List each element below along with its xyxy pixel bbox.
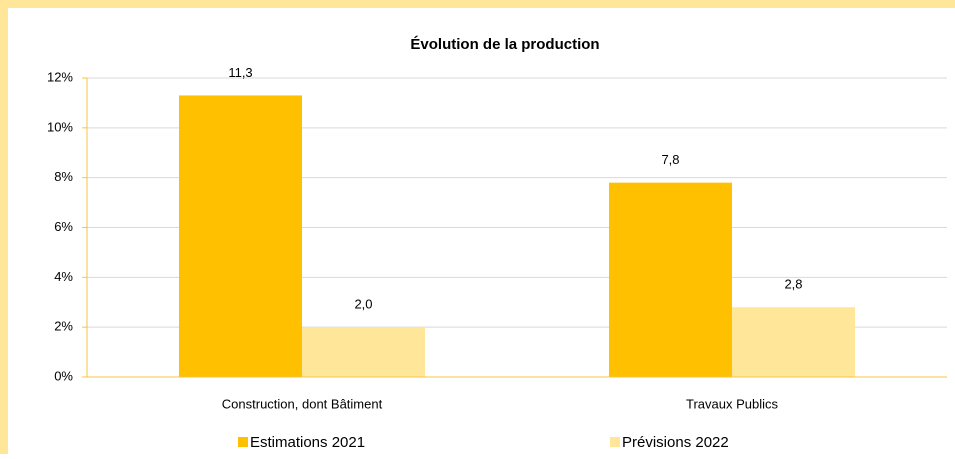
- legend-swatch: [238, 437, 248, 447]
- legend-swatch: [610, 437, 620, 447]
- legend-label: Estimations 2021: [250, 434, 365, 451]
- value-label: 2,0: [354, 297, 372, 312]
- value-label: 2,8: [784, 277, 802, 292]
- bar: [179, 95, 302, 378]
- y-tick-label: 12%: [47, 69, 73, 84]
- y-tick-label: 2%: [54, 319, 73, 334]
- y-tick-label: 8%: [54, 169, 73, 184]
- y-tick-label: 0%: [54, 368, 73, 383]
- panel: [8, 8, 955, 454]
- bar: [609, 182, 732, 377]
- chart-title: Évolution de la production: [410, 36, 599, 53]
- bar: [302, 327, 425, 377]
- y-tick-label: 10%: [47, 119, 73, 134]
- value-label: 11,3: [228, 65, 252, 80]
- x-tick-label: Travaux Publics: [686, 396, 778, 411]
- value-label: 7,8: [661, 152, 679, 167]
- bar: [732, 307, 855, 377]
- y-tick-label: 4%: [54, 269, 73, 284]
- x-tick-label: Construction, dont Bâtiment: [222, 396, 383, 411]
- y-tick-label: 6%: [54, 219, 73, 234]
- legend-label: Prévisions 2022: [622, 434, 729, 451]
